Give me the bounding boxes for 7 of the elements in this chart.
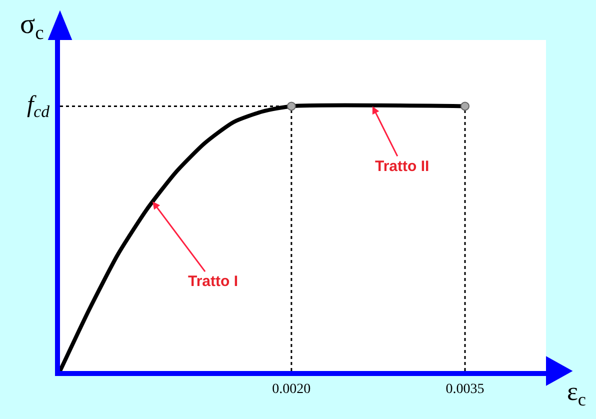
- annotation: Tratto II: [375, 158, 430, 175]
- ref-line-label: f$_{cd}$: [27, 92, 50, 122]
- annotation: Tratto I: [188, 273, 238, 290]
- x-tick-label: 0.0035: [446, 382, 484, 397]
- y-axis-title: σ$_{c}$: [20, 9, 44, 44]
- x-tick-label: 0.0020: [272, 382, 311, 397]
- x-axis-title: ε$_{c}$: [567, 377, 586, 410]
